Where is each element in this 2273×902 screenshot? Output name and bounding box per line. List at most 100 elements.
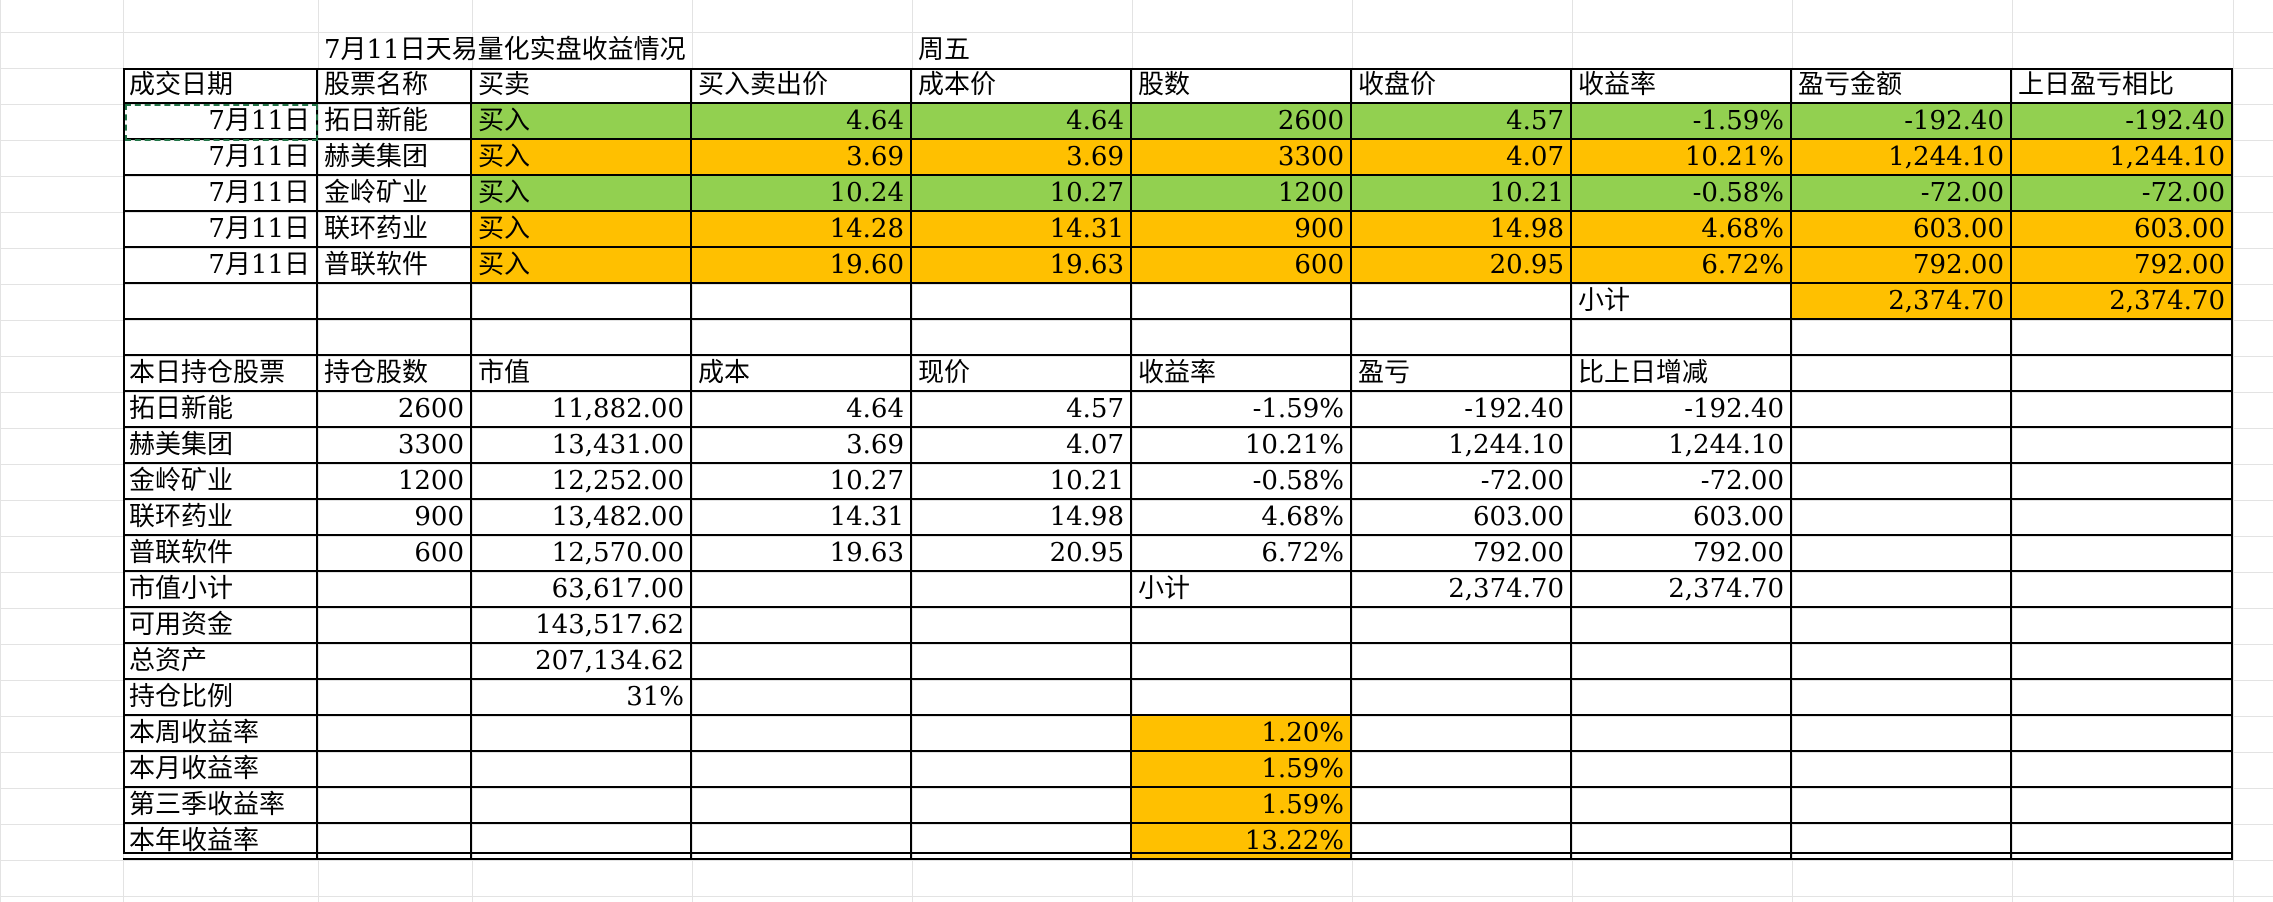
summary-value[interactable]: 207,134.62 [472,644,692,680]
empty-cell[interactable] [1352,644,1572,680]
trade-stock-name-cell[interactable]: 联环药业 [318,212,472,248]
empty-cell[interactable] [692,572,912,608]
holding-change-cell[interactable]: 603.00 [1572,500,1792,536]
holding-cost-cell[interactable]: 19.63 [692,536,912,572]
holdings-header[interactable]: 盈亏 [1352,356,1572,392]
empty-cell[interactable] [318,752,472,788]
empty-cell[interactable] [1352,320,1572,356]
trade-pnl-cell[interactable]: 792.00 [1792,248,2012,284]
holding-name-cell[interactable]: 联环药业 [123,500,318,536]
empty-cell[interactable] [1792,680,2012,716]
empty-cell[interactable] [1792,428,2012,464]
trade-side-cell[interactable]: 买入 [472,212,692,248]
holdings-header[interactable]: 比上日增减 [1572,356,1792,392]
empty-cell[interactable] [1132,608,1352,644]
empty-cell[interactable] [692,680,912,716]
empty-cell[interactable] [692,320,912,356]
holding-rate-cell[interactable]: 4.68% [1132,500,1352,536]
holdings-header[interactable]: 现价 [912,356,1132,392]
trade-stock-name-cell[interactable]: 赫美集团 [318,140,472,176]
empty-cell[interactable] [2012,356,2233,392]
trades-header[interactable]: 上日盈亏相比 [2012,68,2233,104]
trades-subtotal-pnl[interactable]: 2,374.70 [1792,284,2012,320]
trade-side-cell[interactable]: 买入 [472,176,692,212]
empty-cell[interactable] [472,824,692,860]
empty-cell[interactable] [912,608,1132,644]
trade-price-cell[interactable]: 19.60 [692,248,912,284]
holding-value-cell[interactable]: 13,482.00 [472,500,692,536]
empty-cell[interactable] [318,320,472,356]
empty-cell[interactable] [912,752,1132,788]
empty-cell[interactable] [1352,824,1572,860]
empty-cell[interactable] [2012,428,2233,464]
empty-cell[interactable] [692,284,912,320]
trade-stock-name-cell[interactable]: 金岭矿业 [318,176,472,212]
holding-price-cell[interactable]: 20.95 [912,536,1132,572]
return-label[interactable]: 本周收益率 [123,716,318,752]
holding-shares-cell[interactable]: 3300 [318,428,472,464]
empty-cell[interactable] [2012,680,2233,716]
empty-cell[interactable] [1352,608,1572,644]
empty-cell[interactable] [2012,572,2233,608]
holding-value-cell[interactable]: 11,882.00 [472,392,692,428]
empty-cell[interactable] [692,608,912,644]
empty-cell[interactable] [2012,320,2233,356]
trades-subtotal-label[interactable]: 小计 [1572,284,1792,320]
return-label[interactable]: 本月收益率 [123,752,318,788]
empty-cell[interactable] [1792,500,2012,536]
empty-cell[interactable] [1792,824,2012,860]
empty-cell[interactable] [318,788,472,824]
summary-label[interactable]: 持仓比例 [123,680,318,716]
holding-shares-cell[interactable]: 600 [318,536,472,572]
holding-pnl-cell[interactable]: -72.00 [1352,464,1572,500]
empty-cell[interactable] [1792,608,2012,644]
empty-cell[interactable] [1352,716,1572,752]
empty-cell[interactable] [2012,536,2233,572]
trade-close-cell[interactable]: 4.07 [1352,140,1572,176]
holding-name-cell[interactable]: 赫美集团 [123,428,318,464]
empty-cell[interactable] [912,284,1132,320]
holding-name-cell[interactable]: 拓日新能 [123,392,318,428]
holding-name-cell[interactable]: 金岭矿业 [123,464,318,500]
empty-cell[interactable] [318,608,472,644]
holdings-header[interactable]: 成本 [692,356,912,392]
trade-close-cell[interactable]: 4.57 [1352,104,1572,140]
empty-cell[interactable] [1792,752,2012,788]
holdings-subtotal-label[interactable]: 小计 [1132,572,1352,608]
trade-date-cell[interactable]: 7月11日 [123,248,318,284]
trade-price-cell[interactable]: 4.64 [692,104,912,140]
empty-cell[interactable] [472,284,692,320]
trades-header[interactable]: 成本价 [912,68,1132,104]
empty-cell[interactable] [1132,320,1352,356]
empty-cell[interactable] [2012,716,2233,752]
trade-shares-cell[interactable]: 3300 [1132,140,1352,176]
empty-cell[interactable] [472,716,692,752]
empty-cell[interactable] [1572,716,1792,752]
holding-rate-cell[interactable]: -1.59% [1132,392,1352,428]
return-value[interactable]: 1.59% [1132,788,1352,824]
empty-cell[interactable] [692,752,912,788]
holding-cost-cell[interactable]: 3.69 [692,428,912,464]
holdings-header[interactable]: 持仓股数 [318,356,472,392]
trade-vs-prev-cell[interactable]: 603.00 [2012,212,2233,248]
trade-cost-cell[interactable]: 14.31 [912,212,1132,248]
holding-shares-cell[interactable]: 2600 [318,392,472,428]
trade-pnl-cell[interactable]: 603.00 [1792,212,2012,248]
holding-value-cell[interactable]: 12,252.00 [472,464,692,500]
empty-cell[interactable] [912,716,1132,752]
empty-cell[interactable] [472,752,692,788]
trades-header[interactable]: 盈亏金额 [1792,68,2012,104]
weekday-label[interactable]: 周五 [918,35,971,65]
empty-cell[interactable] [2012,752,2233,788]
empty-cell[interactable] [2012,464,2233,500]
holding-change-cell[interactable]: -72.00 [1572,464,1792,500]
empty-cell[interactable] [1572,680,1792,716]
empty-cell[interactable] [912,644,1132,680]
trades-header[interactable]: 买卖 [472,68,692,104]
trade-rate-cell[interactable]: 6.72% [1572,248,1792,284]
empty-cell[interactable] [1352,752,1572,788]
empty-cell[interactable] [692,644,912,680]
trade-vs-prev-cell[interactable]: 1,244.10 [2012,140,2233,176]
trade-date-cell[interactable]: 7月11日 [123,212,318,248]
sheet-title[interactable]: 7月11日天易量化实盘收益情况 [324,35,686,65]
